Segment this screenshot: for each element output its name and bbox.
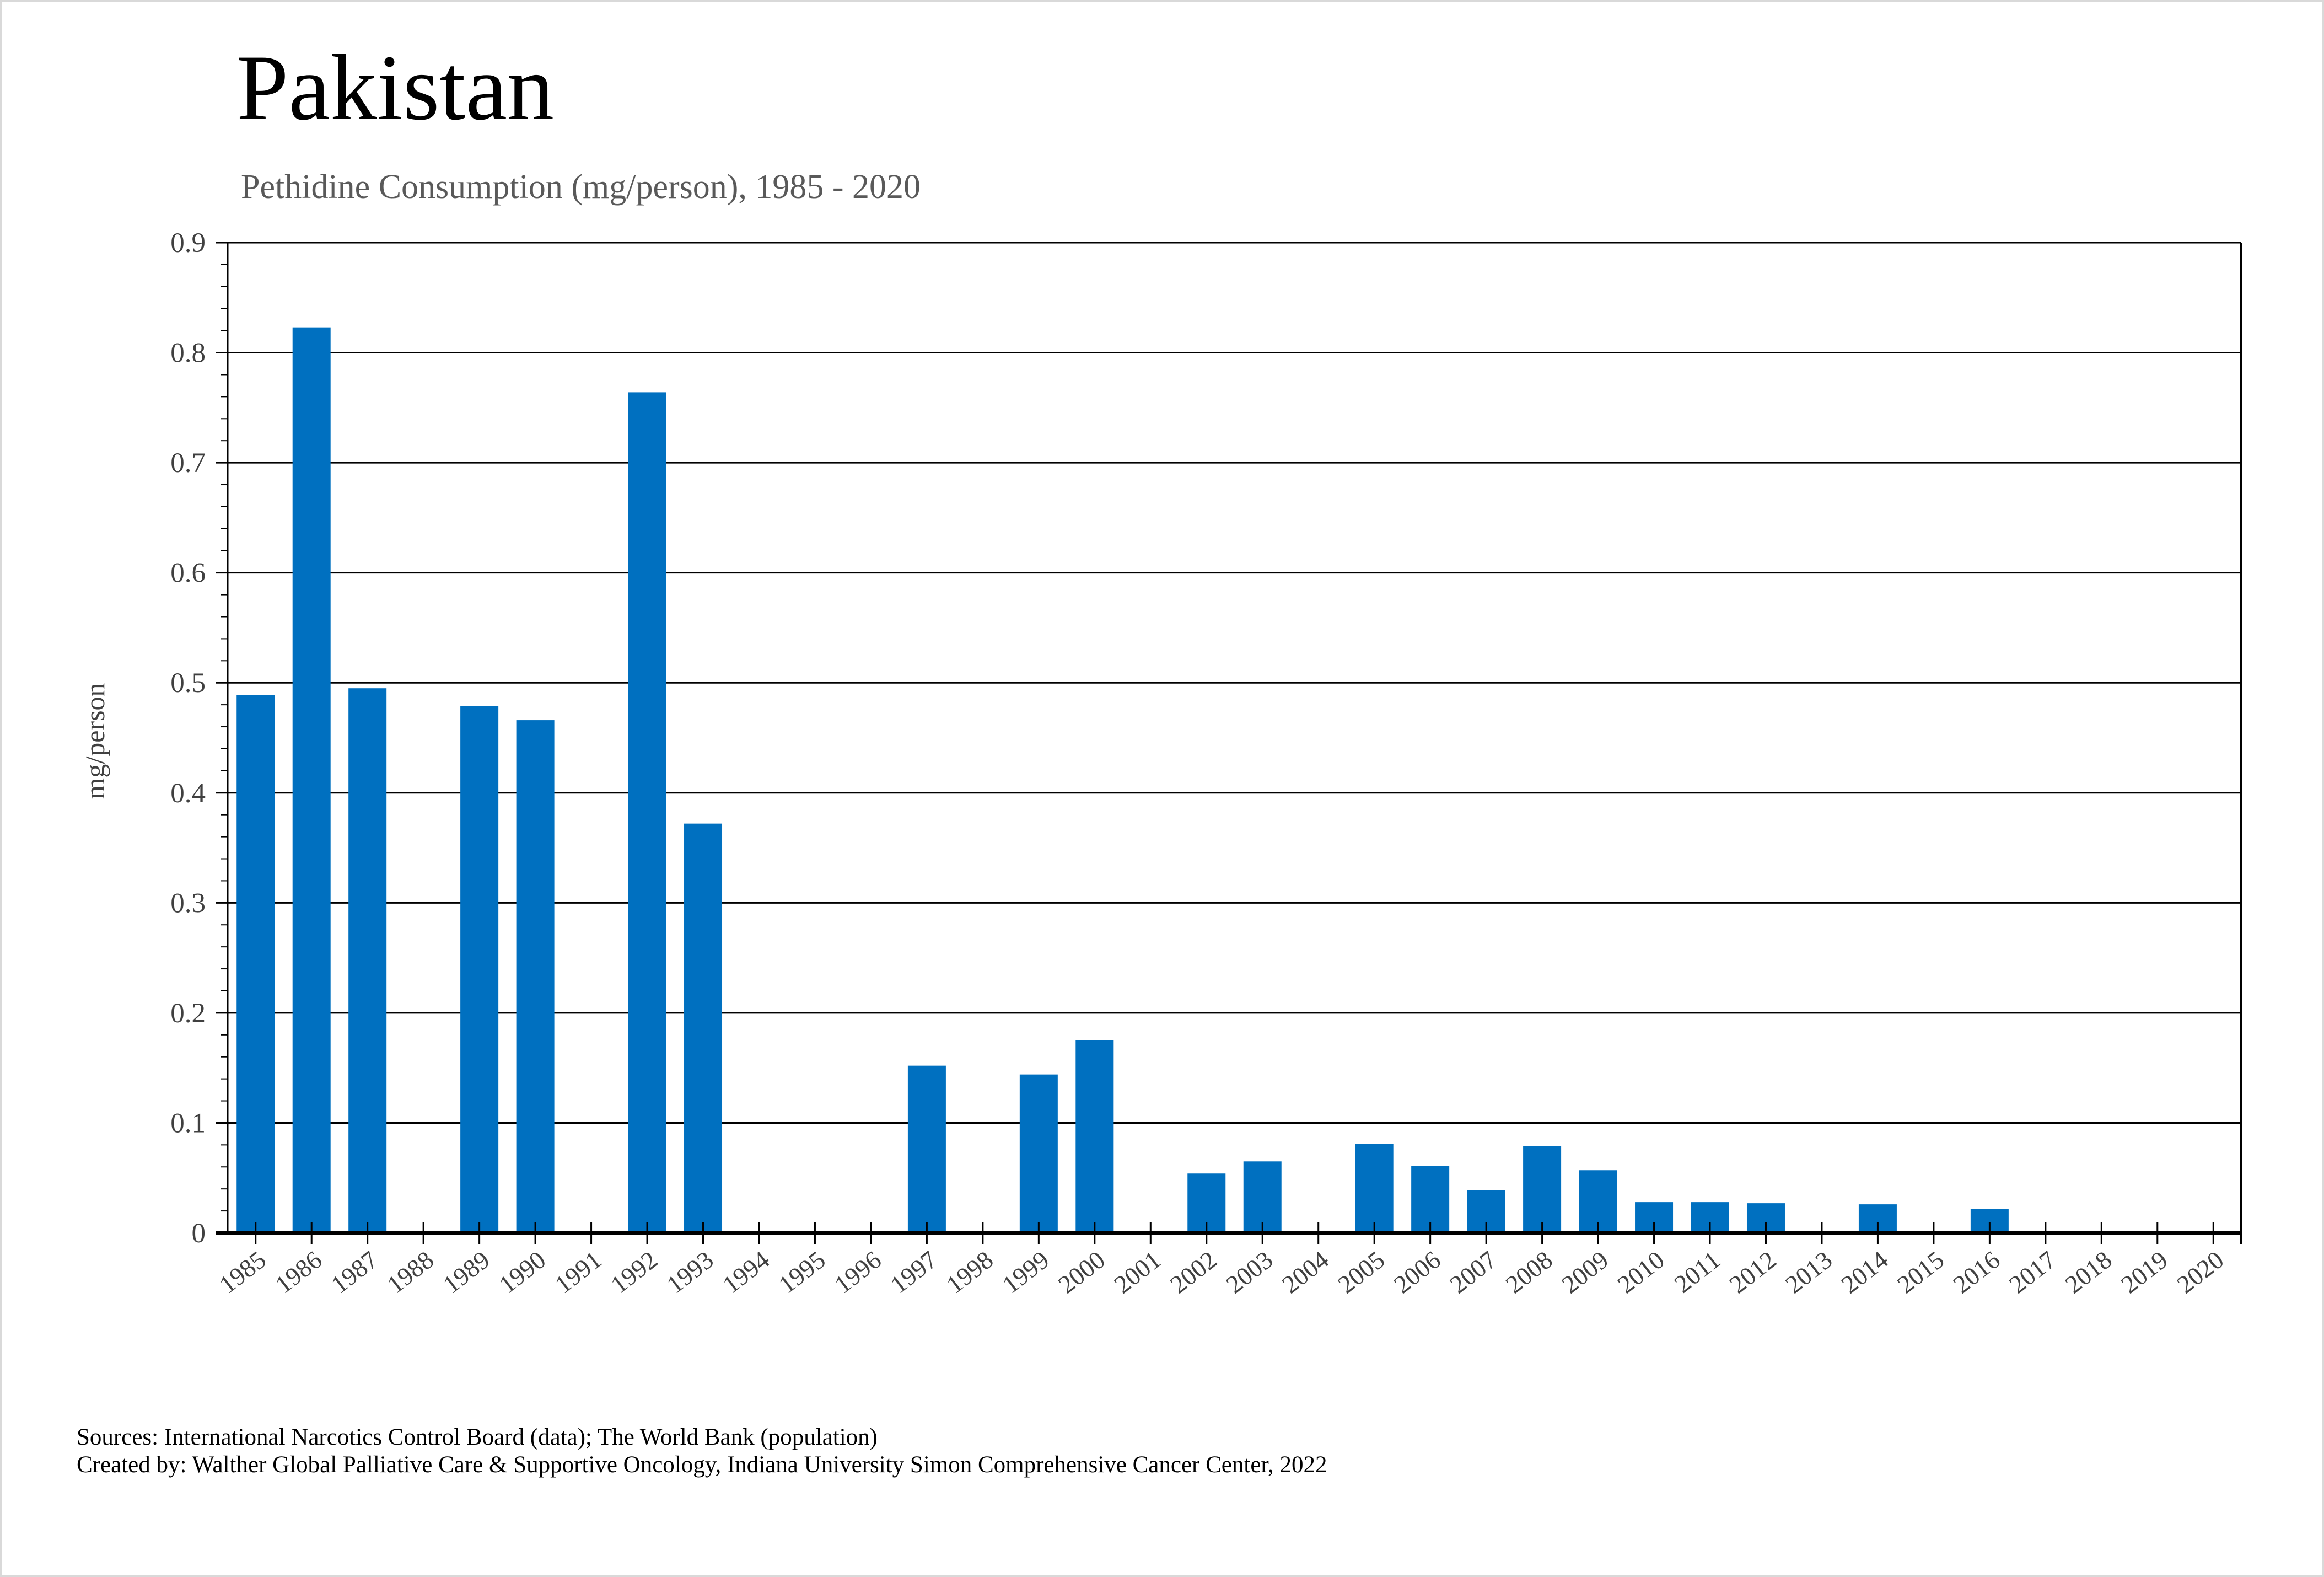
x-tick-label: 2010: [1612, 1246, 1670, 1299]
x-tick-label: 1998: [941, 1246, 998, 1299]
x-tick-label: 2019: [2116, 1246, 2173, 1299]
y-tick-label: 0: [192, 1218, 206, 1249]
y-tick-label: 0.2: [170, 998, 206, 1029]
x-tick-label: 1999: [997, 1246, 1055, 1299]
bar-2003: [1243, 1161, 1282, 1233]
x-tick-label: 1995: [773, 1246, 831, 1299]
x-tick-label: 2003: [1220, 1246, 1278, 1299]
bar-1985: [236, 695, 275, 1233]
x-tick-label: 2018: [2060, 1246, 2117, 1299]
x-tick-label: 2002: [1165, 1246, 1222, 1299]
bar-2000: [1075, 1040, 1114, 1233]
y-tick-label: 0.4: [170, 778, 206, 809]
x-tick-label: 1991: [550, 1246, 607, 1299]
y-tick-label: 0.5: [170, 668, 206, 699]
y-tick-label: 0.1: [170, 1108, 206, 1139]
x-tick-label: 1985: [214, 1246, 271, 1299]
bar-1986: [292, 327, 331, 1233]
y-tick-label: 0.7: [170, 448, 206, 479]
x-tick-label: 1988: [381, 1246, 439, 1299]
bar-1997: [907, 1065, 946, 1233]
x-tick-label: 2006: [1389, 1246, 1446, 1299]
x-tick-label: 2004: [1277, 1246, 1334, 1299]
x-tick-label: 2014: [1836, 1246, 1893, 1299]
bar-2005: [1355, 1144, 1394, 1233]
x-tick-label: 2017: [2004, 1246, 2061, 1299]
x-tick-label: 2011: [1669, 1246, 1726, 1299]
bar-1990: [516, 720, 555, 1233]
bar-2006: [1411, 1166, 1450, 1233]
x-tick-label: 2015: [1892, 1246, 1949, 1299]
x-tick-label: 1987: [326, 1246, 383, 1299]
x-tick-label: 1986: [270, 1246, 327, 1299]
x-tick-label: 1994: [717, 1246, 774, 1299]
bar-1999: [1019, 1074, 1058, 1233]
x-tick-label: 2008: [1500, 1246, 1558, 1299]
x-tick-label: 1990: [493, 1246, 551, 1299]
bar-1992: [628, 392, 666, 1233]
x-tick-label: 1992: [605, 1246, 663, 1299]
bar-2008: [1523, 1146, 1562, 1233]
bar-1989: [460, 706, 499, 1233]
x-tick-label: 2000: [1053, 1246, 1110, 1299]
credit-note: Created by: Walther Global Palliative Ca…: [77, 1452, 1327, 1478]
bar-1987: [348, 688, 387, 1233]
x-tick-label: 2001: [1109, 1246, 1166, 1299]
x-tick-label: 2007: [1444, 1246, 1502, 1299]
x-tick-label: 2012: [1724, 1246, 1782, 1299]
sources-note: Sources: International Narcotics Control…: [77, 1424, 878, 1450]
x-tick-label: 1989: [438, 1246, 495, 1299]
x-tick-label: 2009: [1556, 1246, 1613, 1299]
x-tick-label: 2013: [1780, 1246, 1837, 1299]
x-tick-label: 2020: [2172, 1246, 2229, 1299]
x-tick-label: 1993: [661, 1246, 719, 1299]
chart-title: Pakistan: [236, 36, 555, 140]
x-tick-label: 2016: [1948, 1246, 2005, 1299]
x-tick-label: 1997: [885, 1246, 943, 1299]
y-tick-label: 0.6: [170, 558, 206, 589]
y-tick-label: 0.8: [170, 338, 206, 369]
y-tick-label: 0.9: [170, 228, 206, 259]
y-tick-label: 0.3: [170, 888, 206, 919]
chart-subtitle: Pethidine Consumption (mg/person), 1985 …: [241, 168, 921, 206]
bar-1993: [684, 823, 723, 1233]
x-tick-label: 1996: [829, 1246, 886, 1299]
x-tick-label: 2005: [1332, 1246, 1390, 1299]
